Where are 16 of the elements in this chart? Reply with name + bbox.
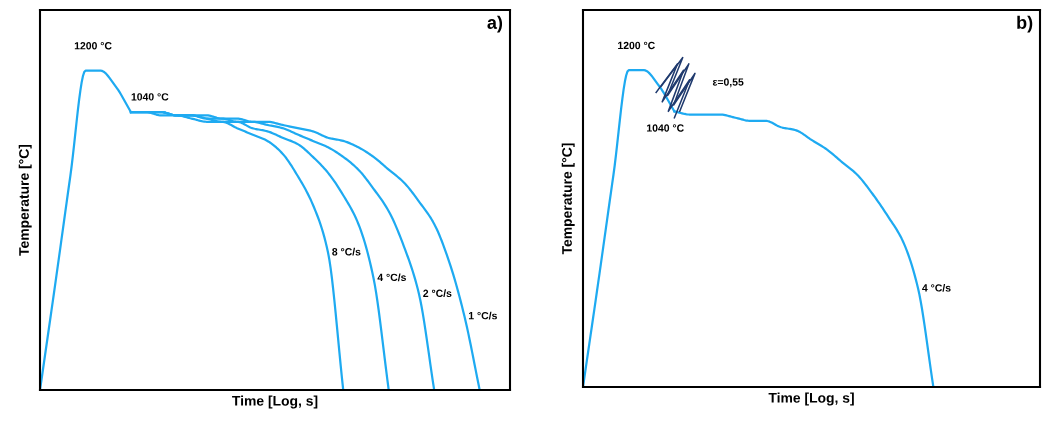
chart-title: a) (487, 15, 503, 33)
series-label: 4 °C/s (922, 283, 951, 292)
y-axis-title: Temperature [°C] (18, 144, 32, 256)
chart-title: b) (1017, 15, 1033, 33)
y-axis-title: Temperature [°C] (561, 143, 575, 255)
x-axis-title: Time [Log, s] (232, 395, 318, 409)
series-label: 4 °C/s (377, 273, 406, 282)
series-label: 2 °C/s (423, 289, 452, 298)
annotation: 1040 °C (647, 124, 684, 132)
series-label: 1 °C/s (468, 311, 497, 320)
annotation: 1040 °C (131, 93, 169, 101)
series-label: 8 °C/s (332, 247, 361, 256)
x-axis-title: Time [Log, s] (768, 392, 854, 406)
text: 1200 °C (618, 41, 655, 50)
text: 1200 °C (74, 42, 112, 50)
annotation: ε=0,55 (712, 78, 744, 88)
